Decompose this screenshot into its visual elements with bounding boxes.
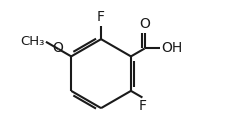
Text: O: O [139, 18, 150, 31]
Text: F: F [138, 99, 146, 113]
Text: O: O [52, 41, 63, 55]
Text: CH₃: CH₃ [20, 35, 44, 48]
Text: F: F [97, 10, 105, 24]
Text: OH: OH [161, 41, 182, 55]
